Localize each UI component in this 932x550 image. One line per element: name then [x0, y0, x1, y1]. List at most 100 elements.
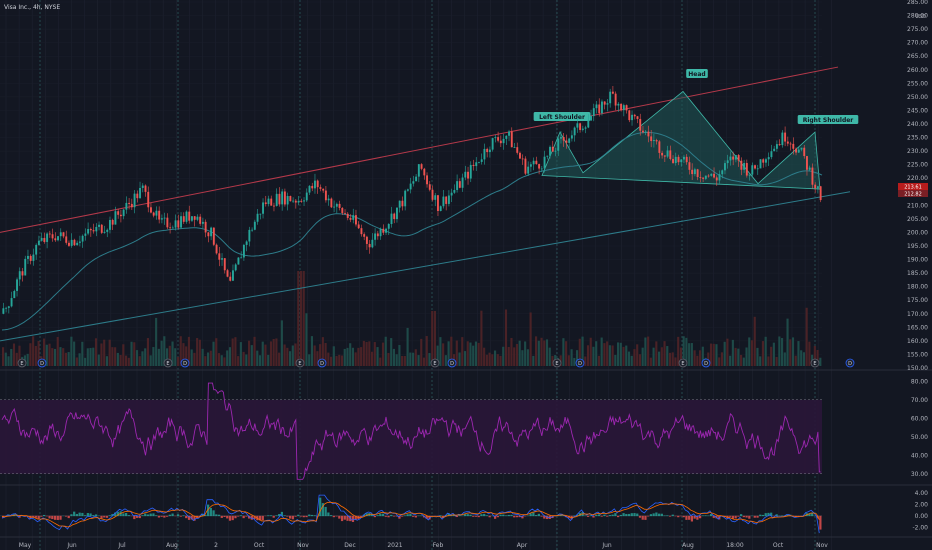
candle-body [259, 213, 262, 215]
macd-histogram-bar [59, 515, 62, 520]
macd-histogram-bar [280, 511, 284, 517]
volume-bar [789, 339, 792, 366]
macd-histogram-bar [157, 515, 161, 518]
macd-histogram-bar [622, 513, 625, 517]
macd-histogram-bar [384, 515, 387, 517]
volume-bar [442, 343, 445, 366]
volume-bar [507, 346, 510, 366]
event-marker [845, 358, 855, 368]
candle-body [289, 196, 292, 202]
volume-bar [130, 341, 133, 366]
event-marker-label: E [166, 361, 169, 367]
volume-bar [499, 355, 502, 366]
candle-body [177, 220, 180, 228]
candle-body [617, 103, 620, 106]
macd-histogram-bar [811, 512, 814, 517]
macd-histogram-bar [283, 515, 286, 517]
volume-bar [611, 345, 614, 366]
volume-bar [228, 347, 231, 366]
macd-histogram-bar [220, 515, 223, 518]
candle-body [540, 168, 543, 170]
candle-body [773, 148, 776, 152]
candle-body [357, 224, 360, 229]
candle-body [163, 217, 166, 219]
candle-body [251, 229, 254, 231]
volume-bar [688, 343, 691, 366]
candle-body [207, 232, 210, 237]
macd-histogram-bar [472, 515, 475, 517]
macd-histogram-bar [149, 513, 152, 517]
candle-body [715, 177, 718, 181]
candle-body [281, 191, 284, 205]
candle-body [341, 207, 344, 214]
volume-bar [155, 317, 158, 366]
volume-bar [174, 348, 177, 366]
event-marker [37, 358, 47, 368]
candles [2, 86, 822, 315]
volume-bar [778, 336, 781, 366]
macd-histogram-bar [43, 514, 46, 517]
candle-body [601, 101, 603, 114]
volume-bar [32, 336, 35, 366]
candle-body [508, 131, 510, 136]
volume-bar [805, 307, 808, 366]
macd-histogram-bar [122, 513, 125, 517]
volume-bar [485, 354, 488, 366]
volume-bar [45, 344, 48, 366]
volume-bar [258, 355, 262, 366]
volume-bar [748, 337, 751, 366]
volume-bar [608, 345, 611, 366]
candle-body [631, 114, 633, 121]
time-axis[interactable]: May Jun Jul Aug 2 Oct Nov Dec 2021 Feb Apr Jun Aug 18… [0, 536, 932, 549]
candle-body [652, 140, 655, 142]
volume-bar [592, 346, 595, 366]
candle-body [754, 165, 756, 169]
price-label-bg [898, 183, 928, 190]
volume-bar [294, 343, 297, 366]
macd-histogram-bar [379, 513, 382, 517]
macd-histogram-bar [682, 515, 685, 518]
macd-histogram-bar [201, 513, 204, 517]
macd-histogram-bar [253, 515, 256, 520]
volume-bar [103, 339, 106, 366]
macd-histogram-bar [67, 515, 70, 519]
volume-bar [379, 357, 382, 366]
macd-histogram-bar [524, 515, 527, 517]
candle-body [324, 190, 327, 201]
volume-bar [545, 339, 549, 366]
macd-histogram-bar [373, 515, 376, 518]
volume-bar [742, 357, 745, 366]
candle-body [169, 227, 172, 229]
macd-histogram-bar [343, 515, 346, 520]
price-axis[interactable]: 285.00 280.00 275.00 270.00 265.00 260.00 255.… [907, 0, 928, 372]
volume-bar [84, 357, 87, 366]
volume-bar [690, 343, 693, 366]
candle-body [237, 257, 240, 265]
candle-body [333, 206, 336, 208]
volume-bar [387, 352, 390, 366]
volume-bar [668, 352, 672, 366]
volume-bar [299, 271, 303, 366]
volume-bar [92, 347, 95, 366]
candle-body [292, 200, 295, 202]
candle-body [275, 193, 278, 206]
candle-body [581, 128, 584, 130]
macd-histogram-bar [239, 515, 243, 517]
volume-bar [750, 340, 754, 366]
volume-bar [97, 354, 100, 366]
candle-body [240, 257, 243, 259]
candle-body [584, 127, 587, 129]
candle-body [781, 132, 784, 146]
macd-histogram-bar [242, 515, 245, 519]
time-axis-label: Feb [433, 542, 444, 549]
volume-bar [81, 341, 84, 366]
candle-body [267, 198, 270, 205]
volume-bar [461, 337, 464, 366]
time-axis-label: Nov [297, 542, 309, 549]
macd-histogram-bar [704, 515, 707, 517]
candle-body [273, 205, 275, 207]
macd-histogram-bar [592, 515, 595, 518]
